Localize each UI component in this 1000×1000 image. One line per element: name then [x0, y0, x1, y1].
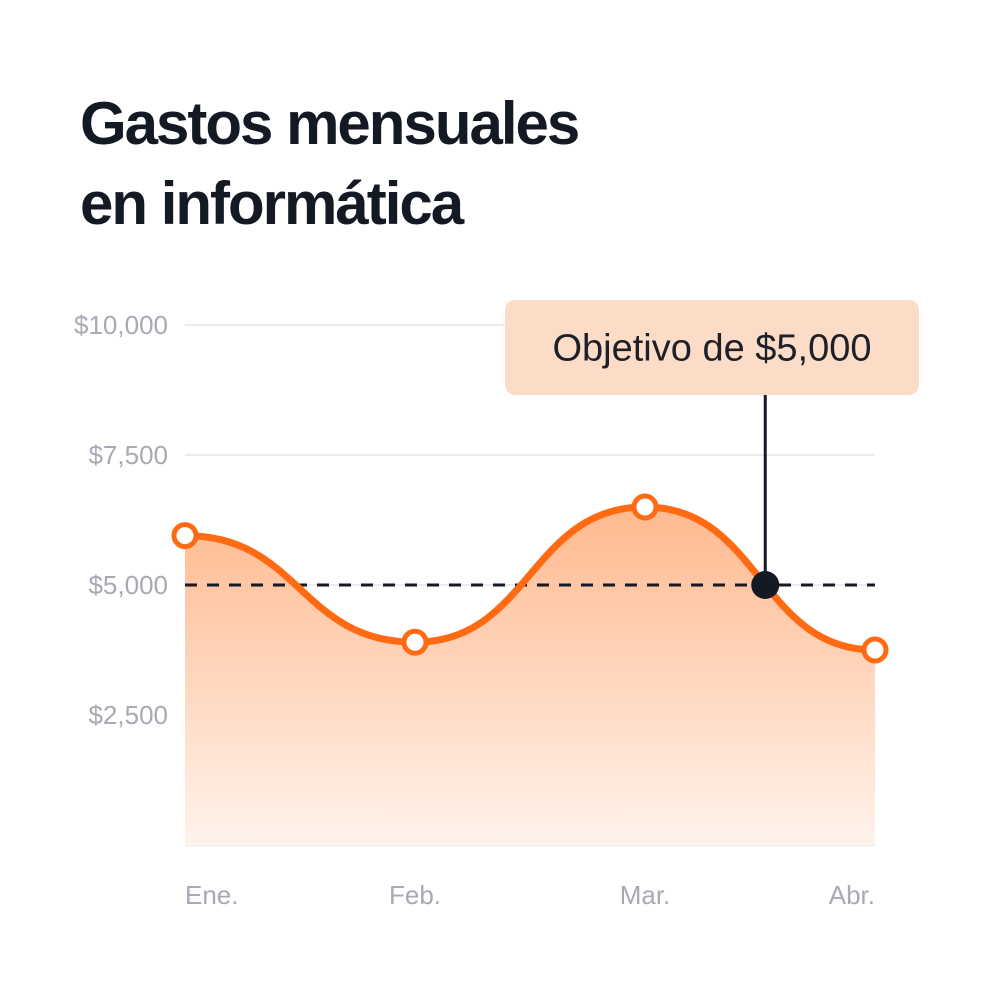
chart-title-line-1: Gastos mensuales: [80, 90, 580, 157]
x-tick-label: Abr.: [829, 880, 875, 910]
x-tick-label: Feb.: [389, 880, 441, 910]
chart-title: Gastos mensuales en informática: [80, 84, 780, 244]
data-point: [861, 636, 889, 664]
y-tick-label: $10,000: [74, 310, 168, 340]
y-tick-label: $5,000: [88, 570, 168, 600]
y-axis-labels: $2,500 $5,000 $7,500 $10,000: [74, 310, 168, 730]
area-layer: [185, 507, 875, 845]
target-callout-box: [505, 300, 919, 395]
y-tick-label: $7,500: [88, 440, 168, 470]
x-tick-label: Ene.: [185, 880, 239, 910]
area-fill: [185, 507, 875, 845]
callout-layer: Objetivo de $5,000: [505, 300, 919, 599]
data-point: [401, 628, 429, 656]
x-axis-labels: Ene. Feb. Mar. Abr.: [185, 880, 875, 910]
data-point: [171, 522, 199, 550]
data-points: [171, 493, 889, 664]
data-point: [631, 493, 659, 521]
x-tick-label: Mar.: [620, 880, 671, 910]
target-callout-label: Objetivo de $5,000: [552, 328, 871, 370]
y-tick-label: $2,500: [88, 700, 168, 730]
chart-title-line-2: en informática: [80, 170, 464, 237]
target-marker: [751, 571, 780, 599]
